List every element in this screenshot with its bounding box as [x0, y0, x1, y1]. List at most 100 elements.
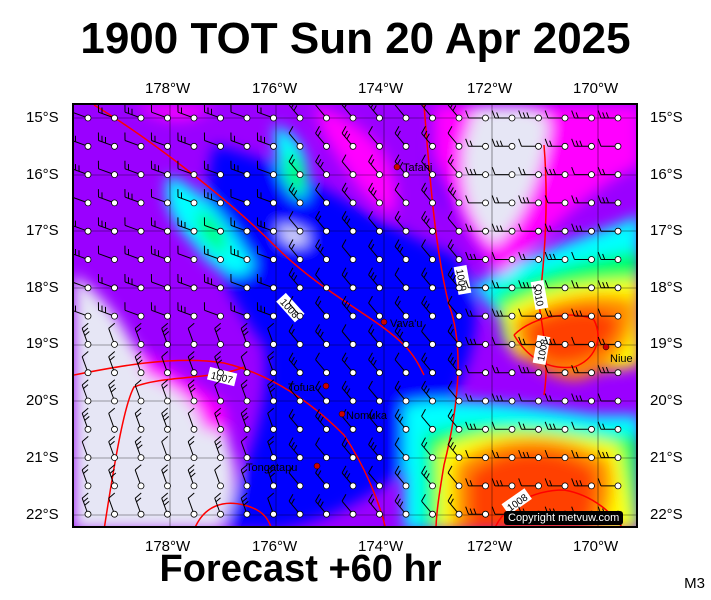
wind-station-dot: [508, 312, 516, 320]
wind-barb-feather: [423, 187, 428, 193]
wind-station-dot: [402, 284, 410, 292]
wind-barb-feather: [214, 436, 222, 443]
wind-station-dot: [190, 510, 198, 518]
wind-barb-feather: [579, 395, 583, 402]
wind-barb-feather: [81, 436, 89, 443]
wind-barb-feather: [109, 384, 115, 389]
wind-barb-feather: [341, 352, 347, 360]
wind-barb-feather: [291, 272, 295, 278]
wind-barb-feather: [215, 327, 221, 333]
wind-barb-feather: [602, 253, 606, 260]
wind-barb-feather: [315, 267, 320, 276]
wind-station-dot: [137, 312, 145, 320]
wind-barb-feather: [465, 223, 469, 232]
wind-barb-feather: [269, 472, 276, 478]
wind-station-dot: [323, 142, 330, 150]
wind-barb-feather: [315, 324, 320, 332]
wind-station-dot: [323, 482, 330, 490]
wind-barb-feather: [473, 253, 477, 260]
wind-barb-feather: [571, 421, 575, 430]
wind-barb-feather: [368, 437, 373, 445]
wind-barb-feather: [344, 187, 348, 193]
wind-barb-feather: [189, 384, 195, 389]
wind-station-dot: [349, 227, 357, 235]
wind-barb-feather: [341, 154, 347, 162]
wind-barb-feather: [399, 161, 404, 168]
wind-station-dot: [164, 199, 171, 207]
wind-barb-feather: [370, 413, 375, 420]
wind-station-dot: [588, 482, 595, 490]
wind-barb-feather: [450, 187, 454, 193]
wind-barb-feather: [597, 365, 602, 373]
wind-barb-feather: [399, 331, 404, 338]
wind-station-dot: [217, 510, 224, 518]
wind-barb-feather: [291, 243, 295, 250]
calm-region: [77, 428, 236, 526]
wind-station-dot: [614, 114, 622, 122]
wind-station-dot: [84, 142, 92, 150]
wind-barb-feather: [394, 210, 400, 219]
wind-barb-feather: [346, 133, 351, 140]
wind-barb-feather: [602, 366, 606, 373]
wind-barb-feather: [575, 451, 579, 458]
wind-barb-feather: [83, 412, 89, 418]
wind-station-dot: [84, 284, 92, 292]
wind-station-dot: [84, 114, 92, 122]
wind-station-dot: [111, 284, 118, 292]
wind-barb-feather: [421, 465, 426, 474]
wind-station-dot: [561, 142, 569, 150]
wind-station-dot: [84, 482, 92, 490]
wind-barb-feather: [496, 282, 500, 288]
wind-barb-feather: [341, 380, 347, 389]
wind-barb-feather: [163, 331, 170, 336]
wind-barb-feather: [317, 130, 322, 137]
wind-station-dot: [111, 171, 118, 178]
wind-barb-feather: [496, 310, 500, 317]
wind-station-dot: [614, 312, 622, 320]
wind-barb-feather: [315, 239, 320, 247]
wind-station-dot: [243, 510, 251, 518]
wind-barb-feather: [163, 500, 170, 506]
wind-barb-feather: [161, 379, 169, 386]
wind-barb-feather: [518, 223, 522, 232]
wind-barb-feather: [518, 166, 522, 175]
wind-barb-feather: [421, 267, 426, 276]
wind-station-dot: [561, 397, 569, 405]
wind-barb-feather: [549, 253, 553, 260]
copyright-label: Copyright metvuw.com: [504, 511, 624, 525]
wind-barb-feather: [447, 126, 453, 134]
wind-station-dot: [455, 199, 463, 207]
wind-station-dot: [614, 171, 622, 178]
wind-barb-feather: [317, 328, 322, 335]
wind-barb-feather: [544, 223, 549, 232]
wind-station-dot: [561, 340, 569, 348]
place-dot: [393, 163, 401, 171]
wind-barb-feather: [597, 223, 602, 232]
wind-barb-feather: [421, 182, 426, 191]
wind-barb-feather: [597, 393, 602, 402]
wind-station-dot: [535, 340, 542, 348]
wind-barb-feather: [397, 215, 401, 222]
wind-barb-feather: [288, 210, 294, 219]
wind-barb-feather: [368, 352, 373, 360]
wind-station-dot: [508, 114, 516, 122]
wind-station-dot: [614, 256, 622, 263]
wind-station-dot: [455, 227, 463, 235]
wind-barb-feather: [268, 469, 274, 474]
wind-station-dot: [190, 142, 198, 150]
wind-barb-feather: [319, 246, 324, 253]
wind-station-dot: [190, 171, 198, 178]
wind-barb-feather: [161, 351, 169, 358]
wind-station-dot: [376, 397, 383, 405]
wind-station-dot: [482, 256, 489, 263]
wind-barb-feather: [110, 472, 117, 478]
wind-station-dot: [164, 369, 171, 377]
wind-barb-feather: [242, 412, 248, 418]
wind-barb-feather: [602, 423, 606, 430]
wind-station-dot: [535, 312, 542, 320]
wind-barb-feather: [579, 225, 583, 232]
wind-barb-feather: [344, 105, 347, 109]
wind-station-dot: [455, 369, 463, 377]
wind-barb-feather: [447, 182, 453, 191]
wind-barb-feather: [447, 437, 453, 445]
